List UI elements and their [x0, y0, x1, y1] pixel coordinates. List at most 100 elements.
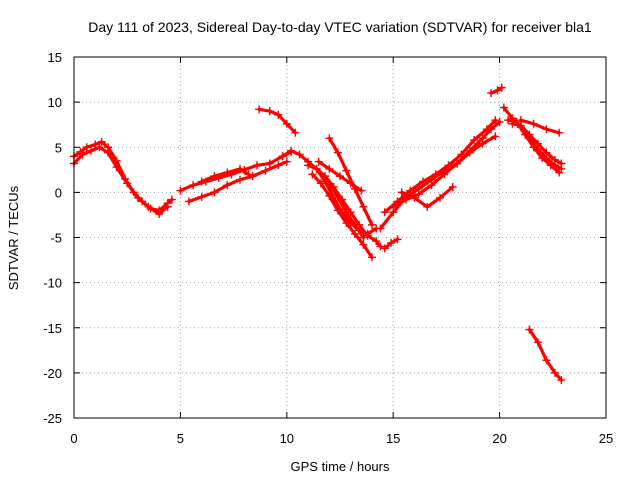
data-point [393, 235, 402, 244]
data-point [112, 163, 121, 172]
data-point [410, 193, 419, 202]
data-point [104, 148, 113, 157]
data-point [321, 172, 330, 181]
data-point [223, 168, 232, 177]
data-point [291, 128, 300, 137]
data-point [325, 191, 334, 200]
series-arc-1415 [380, 235, 402, 253]
x-axis-label: GPS time / hours [291, 459, 390, 474]
x-tick-label: 10 [280, 431, 294, 446]
data-point [504, 116, 513, 125]
data-point [555, 128, 564, 137]
series-arc-morning-b [70, 143, 172, 219]
data-point [542, 148, 551, 157]
data-point [546, 161, 555, 170]
data-point [387, 238, 396, 247]
y-tick-label: -15 [43, 321, 62, 336]
data-point [406, 186, 415, 195]
data-point [448, 182, 457, 191]
data-point [282, 157, 291, 166]
data-point [529, 143, 538, 152]
x-tick-label: 15 [386, 431, 400, 446]
data-point [176, 186, 185, 195]
data-point [491, 132, 500, 141]
data-point [380, 244, 389, 253]
y-tick-label: 10 [48, 95, 62, 110]
data-point [525, 325, 534, 334]
series-line [310, 172, 374, 259]
y-tick-label: 5 [55, 140, 62, 155]
data-point [314, 157, 323, 166]
data-point [274, 110, 283, 119]
data-point [87, 146, 96, 155]
data-point [235, 175, 244, 184]
data-point [376, 242, 385, 251]
data-point [255, 105, 264, 114]
data-point [529, 119, 538, 128]
data-point [363, 231, 372, 240]
data-point [550, 368, 559, 377]
data-point [295, 150, 304, 159]
data-point [82, 143, 91, 152]
data-point [325, 164, 334, 173]
data-point [397, 188, 406, 197]
series-arc-midday-b [184, 157, 291, 206]
data-point [210, 188, 219, 197]
series-line [306, 163, 383, 249]
data-point [282, 119, 291, 128]
data-point [342, 166, 351, 175]
data-point [91, 140, 100, 149]
data-point [508, 119, 517, 128]
data-point [491, 116, 500, 125]
data-point [308, 170, 317, 179]
data-point [359, 233, 368, 242]
series-line [72, 145, 170, 216]
data-point [380, 208, 389, 217]
data-point [265, 159, 274, 168]
data-point [312, 164, 321, 173]
data-point [389, 202, 398, 211]
series-line [383, 118, 497, 214]
series-line [327, 136, 374, 227]
data-point [457, 150, 466, 159]
y-tick-label: -10 [43, 276, 62, 291]
data-point [95, 143, 104, 152]
data-point [342, 208, 351, 217]
y-axis-label: SDTVAR / TECUs [6, 185, 21, 290]
x-tick-label: 5 [177, 431, 184, 446]
data-point [333, 148, 342, 157]
data-point [495, 117, 504, 126]
series-arc-midday-c [197, 164, 253, 186]
series-arc-1215 [325, 134, 376, 229]
data-point [367, 220, 376, 229]
x-tick-label: 25 [599, 431, 613, 446]
data-point [465, 148, 474, 157]
data-point [287, 146, 296, 155]
data-point [436, 193, 445, 202]
data-point [197, 192, 206, 201]
y-tick-label: -20 [43, 366, 62, 381]
data-point [499, 103, 508, 112]
data-point [359, 202, 368, 211]
series-line [178, 150, 293, 193]
data-point [478, 139, 487, 148]
series-arc-10-14d [325, 179, 368, 242]
series-arc-night [525, 325, 566, 385]
data-point [401, 195, 410, 204]
data-point [533, 338, 542, 347]
tick-labels: 0 5 10 15 20 25 15 10 5 0 -5 -10 -15 -20 -25 [43, 50, 613, 446]
x-tick-label: 0 [70, 431, 77, 446]
y-tick-label: 15 [48, 50, 62, 65]
data-point [427, 181, 436, 190]
data-point [336, 172, 344, 181]
series-line [257, 107, 297, 135]
data-point [210, 172, 219, 181]
data-point [414, 190, 423, 199]
data-point [555, 168, 564, 177]
data-point [342, 219, 351, 228]
data-point [538, 154, 547, 163]
data-point [333, 206, 342, 215]
series-arc-10-14c [308, 170, 376, 262]
data-point [487, 89, 496, 98]
